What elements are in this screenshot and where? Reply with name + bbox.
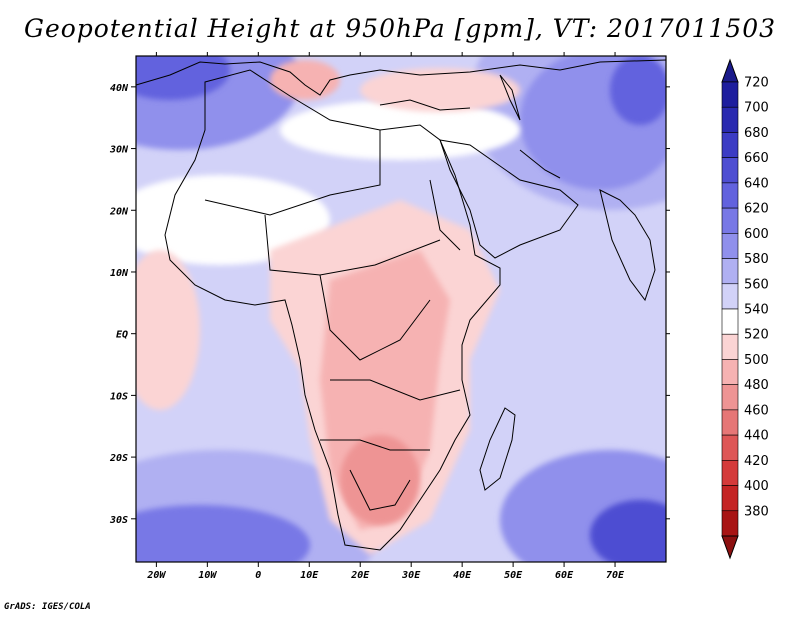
colorbar-top-arrow [721,58,739,83]
colorbar-swatch [721,510,739,537]
colorbar-swatch [721,460,739,486]
border-nile [429,179,461,251]
map-title: Geopotential Height at 950hPa [gpm], VT:… [23,14,777,43]
colorbar-label: 380 [744,504,769,519]
colorbar-swatch [721,81,739,108]
lon-tick-label: 70E [606,570,625,581]
persian-gulf-coast [519,149,561,179]
coastlines [136,59,666,551]
lon-tick-label: 20W [146,570,166,581]
west-neutral-band [136,175,330,265]
colorbar-label: 500 [744,353,769,368]
europe-coast [136,59,666,96]
lon-tick-label: 30E [401,570,421,581]
africa-coast [164,69,501,551]
colorbar-label: 660 [744,151,769,166]
lat-tick-label: 10N [110,268,129,279]
lon-tick-label: 50E [504,570,523,581]
colorbar-label: 520 [744,328,769,343]
colorbar-label: 420 [744,454,769,469]
lat-tick-label: 10S [110,391,128,402]
map-axes: 20W 10W 0 10E 20E 30E 40E 50E 60E 70E 40N 30N 20N 10N… [109,52,670,581]
colorbar-swatch [721,106,739,133]
colorbar-swatch [721,207,739,234]
north-neutral-band [280,100,520,160]
anatolia-coast [379,99,471,111]
lon-tick-label: 0 [255,570,261,581]
lon-tick-label: 60E [555,570,574,581]
colorbar-swatch [721,384,739,411]
colorbar-swatch [721,409,739,436]
india-coast [599,189,656,302]
italy-low [270,60,340,100]
colorbar-swatch [721,434,739,461]
colorbar-label: 580 [744,252,769,267]
colorbar-swatch [721,258,739,285]
border-south-central [330,379,461,401]
lon-tick-label: 20E [350,570,370,581]
colorbar-label: 700 [744,101,769,116]
lat-tick-label: EQ [116,330,128,341]
colorbar-swatch [721,157,739,184]
colorbar-swatch [721,333,739,360]
sw-high-inner [136,505,310,562]
plot-frame [135,55,667,563]
colorbar-swatch [721,359,739,385]
gulf-guinea-low [136,250,200,410]
colorbar-label: 540 [744,303,769,318]
colorbar-swatch [721,308,739,335]
colorbar-bottom-arrow [721,535,739,560]
border-central [319,274,431,361]
border-south [320,439,430,451]
mediterranean-low [360,68,520,112]
colorbar-swatch [721,233,739,259]
se-high-inner [590,500,666,562]
colorbar-swatch [721,283,739,310]
lat-tick-label: 30N [109,145,129,156]
colorbar-label: 560 [744,277,769,292]
lon-tick-label: 40E [453,570,472,581]
colorbar-swatch [721,182,739,209]
lon-tick-label: 10E [300,570,319,581]
colorbar-swatch [721,485,739,512]
colorbar-label: 620 [744,202,769,217]
lat-tick-label: 30S [109,515,128,526]
height-field [136,56,666,562]
colorbar-label: 720 [744,76,769,91]
lat-tick-label: 20N [109,206,129,217]
grads-credit: GrADS: IGES/COLA [4,602,91,612]
colorbar-label: 680 [744,126,769,141]
lat-tick-label: 20S [109,453,128,464]
border-southern-africa [349,469,411,511]
lon-tick-label: 10W [198,570,217,581]
caspian-coast [499,74,521,121]
colorbar-label: 640 [744,176,769,191]
arabia-coast [439,139,579,259]
nw-high-inner [136,56,230,100]
colorbar-label: 600 [744,227,769,242]
border-sahara [204,130,381,216]
colorbar-label: 480 [744,378,769,393]
colorbar-label: 460 [744,403,769,418]
colorbar-label: 440 [744,429,769,444]
colorbar-swatch [721,132,739,158]
madagascar-coast [479,407,516,491]
africa-low-inner [340,435,420,525]
lat-tick-label: 40N [110,83,129,94]
ne-high-inner [610,56,666,125]
colorbar: 720 700 680 660 640 620 600 580 560 540 520 500 480 4… [721,58,769,560]
colorbar-label: 400 [744,479,769,494]
